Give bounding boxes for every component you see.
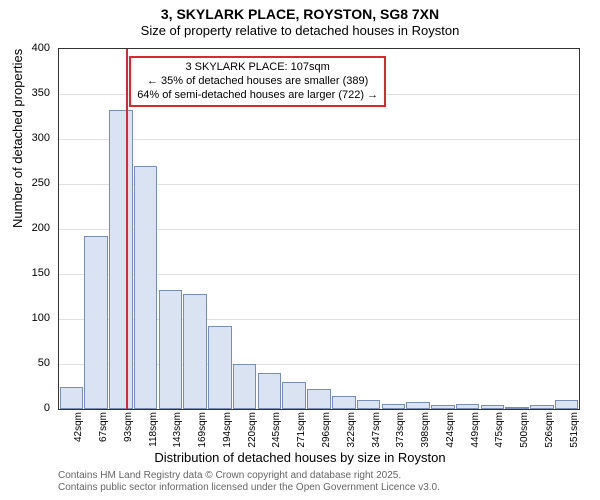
callout-line2: ← 35% of detached houses are smaller (38… — [137, 75, 378, 89]
x-tick-label: 169sqm — [197, 412, 208, 448]
histogram-bar — [84, 236, 108, 409]
callout-line3: 64% of semi-detached houses are larger (… — [137, 89, 378, 103]
x-tick-label: 424sqm — [445, 412, 456, 448]
x-tick-label: 271sqm — [296, 412, 307, 448]
x-tick-label: 551sqm — [569, 412, 580, 448]
y-tick-label: 250 — [32, 177, 50, 189]
histogram-bar — [208, 326, 232, 409]
x-tick-label: 449sqm — [470, 412, 481, 448]
y-tick-label: 400 — [32, 42, 50, 54]
x-tick-label: 475sqm — [494, 412, 505, 448]
chart-container: 3, SKYLARK PLACE, ROYSTON, SG8 7XN Size … — [0, 0, 600, 500]
y-axis-ticks: 050100150200250300350400 — [0, 48, 54, 408]
x-tick-label: 42sqm — [73, 412, 84, 442]
histogram-bar — [307, 389, 331, 409]
x-axis-ticks: 42sqm 67sqm 93sqm 118sqm 143sqm 169sqm 194sqm 2… — [58, 408, 578, 450]
x-tick-label: 347sqm — [371, 412, 382, 448]
x-tick-label: 93sqm — [123, 412, 134, 442]
histogram-bar — [60, 387, 84, 409]
x-tick-label: 67sqm — [98, 412, 109, 442]
footer-line2: Contains public sector information licen… — [58, 482, 440, 494]
x-tick-label: 526sqm — [544, 412, 555, 448]
x-tick-label: 194sqm — [222, 412, 233, 448]
histogram-bar — [109, 110, 133, 409]
plot-area: 3 SKYLARK PLACE: 107sqm ← 35% of detache… — [58, 48, 580, 410]
y-tick-label: 0 — [44, 402, 50, 414]
y-tick-label: 300 — [32, 132, 50, 144]
histogram-bar — [134, 166, 158, 409]
callout-line1: 3 SKYLARK PLACE: 107sqm — [137, 61, 378, 75]
chart-title: 3, SKYLARK PLACE, ROYSTON, SG8 7XN — [0, 0, 600, 23]
histogram-bar — [258, 373, 282, 409]
histogram-bar — [183, 294, 207, 409]
x-tick-label: 373sqm — [395, 412, 406, 448]
x-tick-label: 322sqm — [346, 412, 357, 448]
footer-line1: Contains HM Land Registry data © Crown c… — [58, 470, 440, 482]
property-marker-line — [126, 49, 128, 409]
x-axis-label: Distribution of detached houses by size … — [0, 450, 600, 465]
y-tick-label: 350 — [32, 87, 50, 99]
x-tick-label: 245sqm — [271, 412, 282, 448]
histogram-bar — [159, 290, 183, 409]
x-tick-label: 398sqm — [420, 412, 431, 448]
y-tick-label: 50 — [38, 357, 50, 369]
x-tick-label: 118sqm — [148, 412, 159, 447]
chart-subtitle: Size of property relative to detached ho… — [0, 23, 600, 42]
x-tick-label: 296sqm — [321, 412, 332, 448]
x-tick-label: 500sqm — [519, 412, 530, 448]
x-tick-label: 220sqm — [247, 412, 258, 448]
y-tick-label: 100 — [32, 312, 50, 324]
footer-attribution: Contains HM Land Registry data © Crown c… — [58, 470, 440, 494]
y-tick-label: 150 — [32, 267, 50, 279]
property-callout: 3 SKYLARK PLACE: 107sqm ← 35% of detache… — [129, 56, 386, 107]
x-tick-label: 143sqm — [172, 412, 183, 448]
histogram-bar — [233, 364, 257, 409]
y-tick-label: 200 — [32, 222, 50, 234]
histogram-bar — [282, 382, 306, 409]
